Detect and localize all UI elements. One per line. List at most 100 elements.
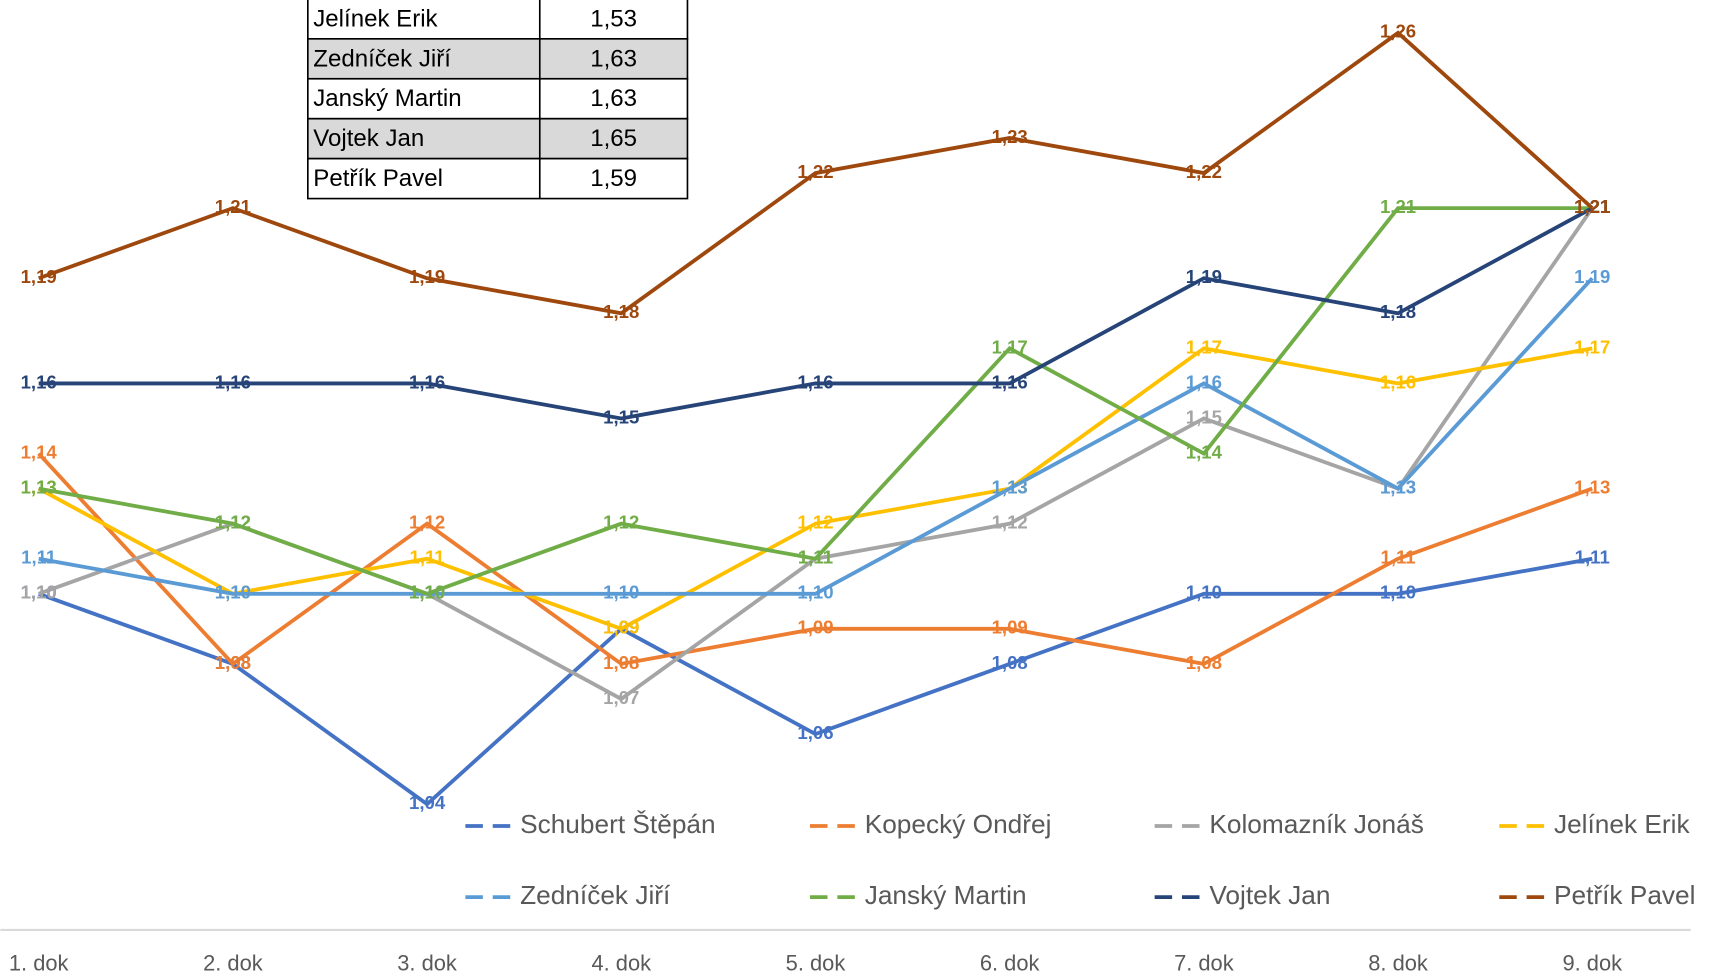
data-label: 1,13: [992, 477, 1028, 498]
data-label: 1,10: [21, 582, 57, 603]
data-label: 1,15: [603, 406, 639, 427]
data-label: 1,10: [797, 582, 833, 603]
table-cell: 1,59: [590, 165, 637, 192]
x-tick-label: 4. dok: [591, 951, 651, 976]
x-tick-label: 7. dok: [1174, 951, 1234, 976]
data-label: 1,21: [1380, 196, 1416, 217]
data-label: 1,12: [409, 512, 445, 533]
data-label: 1,21: [1574, 196, 1610, 217]
data-label: 1,16: [1186, 371, 1222, 392]
data-label: 1,11: [798, 547, 833, 568]
data-label: 1,10: [409, 582, 445, 603]
legend-label: Schubert Štěpán: [520, 809, 716, 839]
table-row: [307, 157, 689, 200]
series-line: [37, 346, 1593, 631]
data-label: 1,14: [21, 441, 58, 462]
legend-label: Kolomazník Jonáš: [1209, 809, 1424, 839]
legend-label: Jelínek Erik: [1554, 809, 1691, 839]
data-label: 1,16: [1380, 371, 1416, 392]
x-tick-label: 1. dok: [9, 951, 69, 976]
data-label: 1,21: [1574, 196, 1610, 217]
x-tick-label: 9. dok: [1562, 951, 1622, 976]
data-label: 1,10: [215, 582, 251, 603]
table-cell: Jelínek Erik: [313, 5, 438, 32]
data-label: 1,13: [21, 477, 57, 498]
data-label: 1,23: [992, 126, 1028, 147]
x-tick-label: 8. dok: [1368, 951, 1428, 976]
data-label: 1,09: [797, 617, 833, 638]
data-label: 1,06: [797, 722, 833, 743]
data-label: 1,09: [992, 617, 1028, 638]
data-label: 1,18: [603, 301, 639, 322]
legend-label: Zedníček Jiří: [520, 880, 671, 910]
data-label: 1,10: [409, 582, 445, 603]
data-label: 1,21: [1574, 196, 1610, 217]
data-label: 1,19: [1186, 266, 1222, 287]
data-label: 1,07: [603, 687, 639, 708]
data-label: 1,09: [603, 617, 639, 638]
data-label: 1,19: [409, 266, 445, 287]
table-cell: 1,53: [590, 5, 637, 32]
legend-label: Petřík Pavel: [1554, 880, 1696, 910]
x-tick-label: 6. dok: [980, 951, 1040, 976]
data-label: 1,12: [797, 512, 833, 533]
table-cell: 1,65: [590, 125, 637, 152]
data-label: 1,13: [992, 477, 1028, 498]
data-label: 1,22: [797, 161, 833, 182]
table-row: [307, 77, 689, 120]
data-label: 1,08: [1186, 652, 1222, 673]
legend-label: Janský Martin: [865, 880, 1027, 910]
data-label: 1,08: [215, 652, 251, 673]
data-label: 1,11: [1575, 547, 1610, 568]
series-line: [38, 206, 1593, 596]
series-line: [38, 276, 1594, 596]
table-row: [307, 0, 689, 40]
data-label: 1,04: [409, 792, 446, 813]
data-label: 1,11: [1380, 547, 1415, 568]
data-label: 1,16: [797, 371, 833, 392]
table-cell: Janský Martin: [313, 85, 461, 112]
data-label: 1,10: [409, 582, 445, 603]
data-label: 1,19: [21, 266, 57, 287]
data-label: 1,17: [1186, 336, 1222, 357]
data-label: 1,10: [603, 582, 639, 603]
series-line: [37, 452, 1593, 667]
data-label: 1,11: [410, 547, 445, 568]
data-label: 1,21: [1574, 196, 1610, 217]
data-label: 1,12: [215, 512, 251, 533]
table: Jelínek Erik 1,53 Zedníček Jiří 1,63 Janský …: [307, 0, 689, 200]
table-row: [307, 117, 689, 160]
x-tick-label: 2. dok: [203, 951, 263, 976]
x-tick-label: 3. dok: [397, 951, 457, 976]
data-label: 1,10: [215, 582, 251, 603]
data-label: 1,11: [21, 547, 56, 568]
data-label: 1,10: [1186, 582, 1222, 603]
data-label: 1,13: [1380, 477, 1416, 498]
series-line: [38, 206, 1594, 421]
data-label: 1,08: [603, 652, 639, 673]
data-label: 1,12: [992, 512, 1028, 533]
data-label: 1,10: [1380, 582, 1416, 603]
table-cell: Vojtek Jan: [313, 125, 424, 152]
data-label: 1,14: [1186, 441, 1223, 462]
data-label: 1,19: [1574, 266, 1610, 287]
table-cell: 1,63: [590, 45, 637, 72]
data-label: 1,09: [603, 617, 639, 638]
data-label: 1,12: [603, 512, 639, 533]
legend-label: Kopecký Ondřej: [865, 809, 1052, 839]
series-line: [38, 30, 1594, 316]
data-label: 1,16: [409, 371, 445, 392]
data-label: 1,10: [21, 582, 57, 603]
data-label: 1,26: [1380, 21, 1416, 42]
legend-label: Vojtek Jan: [1209, 880, 1330, 910]
data-label: 1,22: [1186, 161, 1222, 182]
data-label: 1,08: [992, 652, 1028, 673]
data-label: 1,13: [1574, 477, 1610, 498]
data-label: 1,13: [1380, 477, 1416, 498]
table-cell: 1,63: [590, 85, 637, 112]
data-label: 1,12: [215, 512, 251, 533]
data-label: 1,11: [798, 547, 833, 568]
data-label: 1,18: [1380, 301, 1416, 322]
data-label: 1,16: [215, 371, 251, 392]
